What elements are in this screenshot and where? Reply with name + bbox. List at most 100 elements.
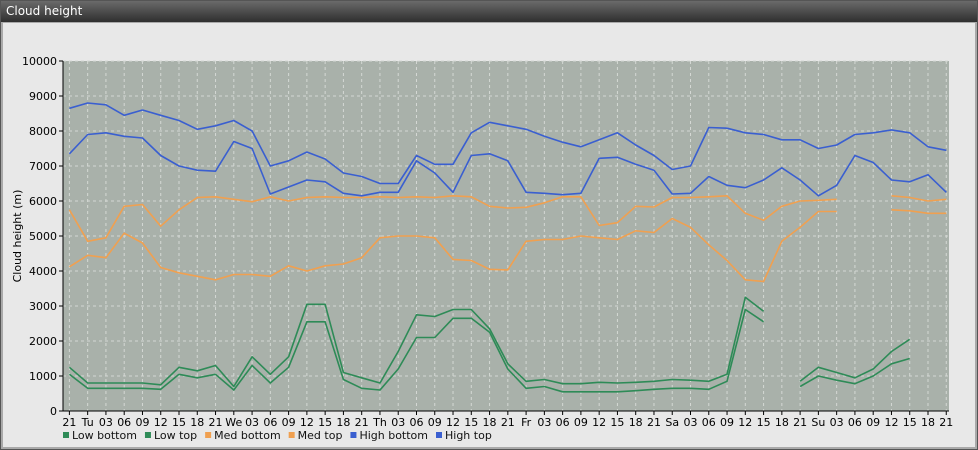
legend-swatch (144, 432, 151, 438)
x-tick-label: Sa (665, 416, 679, 429)
legend-item: High top (436, 429, 492, 442)
legend-label: Med bottom (214, 429, 281, 442)
series-line-segment (799, 338, 911, 382)
series-line-segment (891, 209, 947, 215)
x-tick-label: 03 (684, 416, 698, 429)
series-low-top (68, 296, 911, 388)
y-tick-label: 3000 (29, 300, 57, 313)
x-tick-label: 06 (556, 416, 570, 429)
x-tick-label: 18 (921, 416, 935, 429)
series-low-bottom (68, 308, 910, 393)
series-layer (68, 102, 947, 393)
y-tick-label: 2000 (29, 335, 57, 348)
y-axis-label: Cloud height (m) (11, 190, 24, 283)
x-tick-label: 03 (391, 416, 405, 429)
y-tick-label: 8000 (29, 125, 57, 138)
x-tick-label: 21 (209, 416, 223, 429)
cloud-height-chart: 0 1000 2000 3000 4000 5000 6000 7000 8000 9000 100… (11, 55, 953, 442)
chart-panel: 0 1000 2000 3000 4000 5000 6000 7000 8000 9000 100… (3, 23, 975, 447)
legend: Low bottom Low top Med bottom Med top High b… (63, 429, 492, 442)
series-line-segment (891, 195, 947, 202)
y-axis: 0 1000 2000 3000 4000 5000 6000 7000 8000 9000 100… (22, 55, 63, 418)
y-tick-label: 6000 (29, 195, 57, 208)
x-tick-label: 21 (939, 416, 953, 429)
x-tick-label: 15 (464, 416, 478, 429)
x-tick-label: 06 (702, 416, 716, 429)
title-bar: Cloud height (1, 1, 977, 22)
y-tick-label: 5000 (29, 230, 57, 243)
x-tick-label: 06 (848, 416, 862, 429)
y-tick-label: 7000 (29, 160, 57, 173)
x-tick-label: 18 (775, 416, 789, 429)
x-tick-label: 15 (757, 416, 771, 429)
legend-item: Med bottom (205, 429, 281, 442)
x-tick-label: 12 (738, 416, 752, 429)
legend-label: Low top (154, 429, 197, 442)
legend-label: High bottom (359, 429, 428, 442)
x-tick-label: Th (372, 416, 387, 429)
y-tick-label: 1000 (29, 370, 57, 383)
series-med-bottom (68, 209, 947, 283)
x-tick-label: 18 (336, 416, 350, 429)
series-high-top (69, 102, 947, 185)
y-tick-label: 4000 (29, 265, 57, 278)
legend-item: Low bottom (63, 429, 137, 442)
y-tick-label: 9000 (29, 90, 57, 103)
x-tick-label: 15 (172, 416, 186, 429)
y-tick-label: 0 (50, 405, 57, 418)
legend-swatch (205, 432, 212, 438)
legend-label: Med top (298, 429, 343, 442)
x-tick-label: 09 (574, 416, 588, 429)
x-tick-label: 15 (318, 416, 332, 429)
x-tick-label: 21 (355, 416, 369, 429)
legend-label: Low bottom (72, 429, 137, 442)
x-tick-label: 03 (99, 416, 113, 429)
x-tick-label: 09 (282, 416, 296, 429)
series-high-bottom (68, 132, 947, 197)
y-tick-label: 10000 (22, 55, 57, 68)
series-line-segment (68, 296, 765, 388)
series-line-segment (68, 132, 947, 197)
series-med-top (68, 195, 947, 243)
series-line-segment (799, 357, 910, 388)
legend-swatch (288, 432, 295, 438)
x-tick-label: 21 (501, 416, 515, 429)
legend-item: High bottom (350, 429, 428, 442)
plot-area (62, 60, 949, 412)
x-tick-label: 09 (135, 416, 149, 429)
x-tick-label: 03 (537, 416, 551, 429)
window-title: Cloud height (6, 4, 83, 18)
legend-swatch (63, 432, 69, 438)
x-tick-label: 06 (409, 416, 423, 429)
x-tick-label: We (225, 416, 242, 429)
x-tick-label: 15 (903, 416, 917, 429)
x-tick-label: 06 (263, 416, 277, 429)
legend-swatch (436, 432, 442, 438)
x-tick-label: 09 (428, 416, 442, 429)
series-line-segment (68, 195, 837, 243)
x-tick-label: 18 (629, 416, 643, 429)
x-tick-label: Fr (521, 416, 532, 429)
x-tick-label: 18 (190, 416, 204, 429)
legend-label: High top (445, 429, 492, 442)
x-tick-label: 12 (884, 416, 898, 429)
x-tick-label: 09 (720, 416, 734, 429)
legend-swatch (350, 432, 357, 438)
x-tick-label: 18 (483, 416, 497, 429)
x-tick-label: 09 (866, 416, 880, 429)
x-tick-label: 12 (300, 416, 314, 429)
x-tick-label: 21 (62, 416, 76, 429)
x-tick-label: 12 (154, 416, 168, 429)
legend-item: Low top (144, 429, 197, 442)
legend-item: Med top (288, 429, 343, 442)
x-tick-label: 21 (793, 416, 807, 429)
x-tick-label: Tu (81, 416, 94, 429)
x-tick-label: 12 (592, 416, 606, 429)
x-tick-label: 03 (245, 416, 259, 429)
x-tick-label: 12 (446, 416, 460, 429)
series-line-segment (68, 210, 837, 283)
x-tick-label: 15 (610, 416, 624, 429)
series-line-segment (69, 102, 947, 185)
x-tick-label: 06 (117, 416, 131, 429)
